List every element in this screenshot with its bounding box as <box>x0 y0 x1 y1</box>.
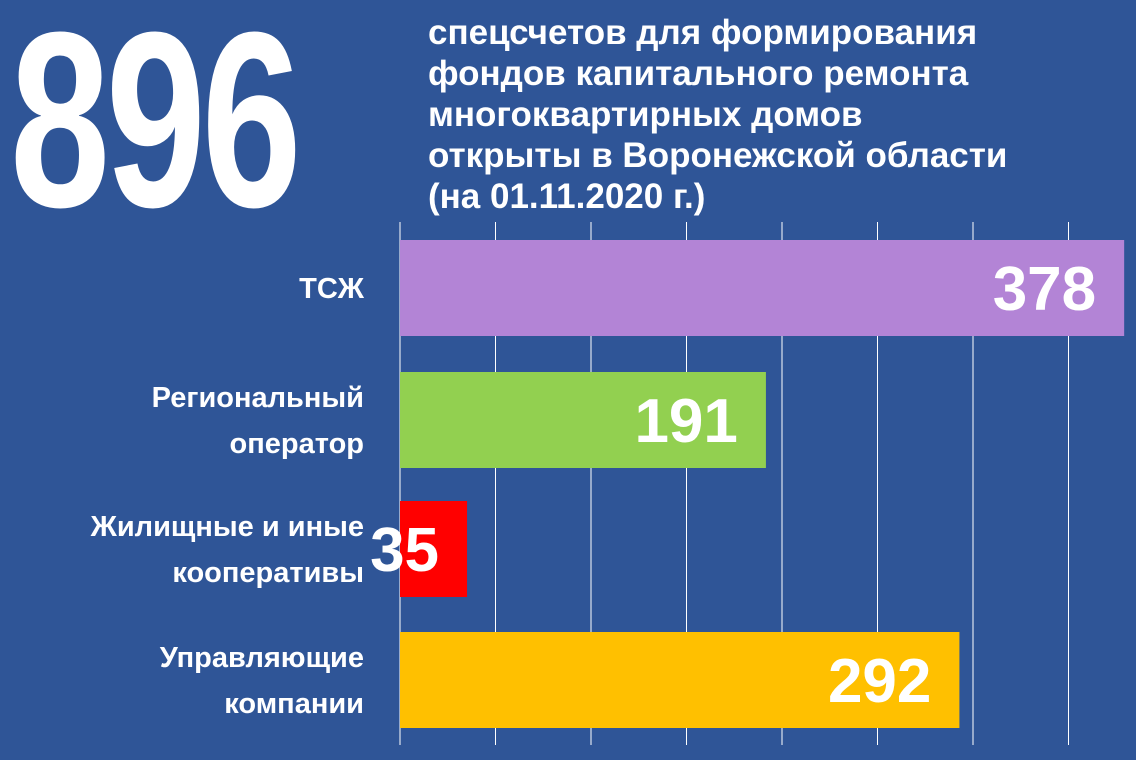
category-label: кооперативы <box>172 557 364 589</box>
headline-line: фондов капитального ремонта <box>428 54 969 93</box>
bar <box>400 501 468 597</box>
category-label: Региональный <box>152 382 364 414</box>
headline-line: спецсчетов для формирования <box>428 13 978 52</box>
bar <box>400 240 1125 336</box>
headline-line: открыты в Воронежской области <box>428 136 1008 175</box>
bar <box>400 372 766 468</box>
category-label: оператор <box>230 428 364 460</box>
category-label: Жилищные и иные <box>90 511 364 543</box>
value-label: 191 <box>634 387 737 456</box>
bar <box>400 632 960 728</box>
value-label: 35 <box>370 516 439 585</box>
category-label: Управляющие <box>160 642 364 674</box>
value-label: 292 <box>828 647 931 716</box>
headline-line: многоквартирных домов <box>428 95 863 134</box>
total-count: 896 <box>10 0 302 259</box>
value-label: 378 <box>993 255 1096 324</box>
category-label: компании <box>224 688 364 720</box>
headline: спецсчетов для формирования фондов капит… <box>428 12 1128 217</box>
category-label: ТСЖ <box>299 273 365 305</box>
headline-line: (на 01.11.2020 г.) <box>428 177 706 216</box>
